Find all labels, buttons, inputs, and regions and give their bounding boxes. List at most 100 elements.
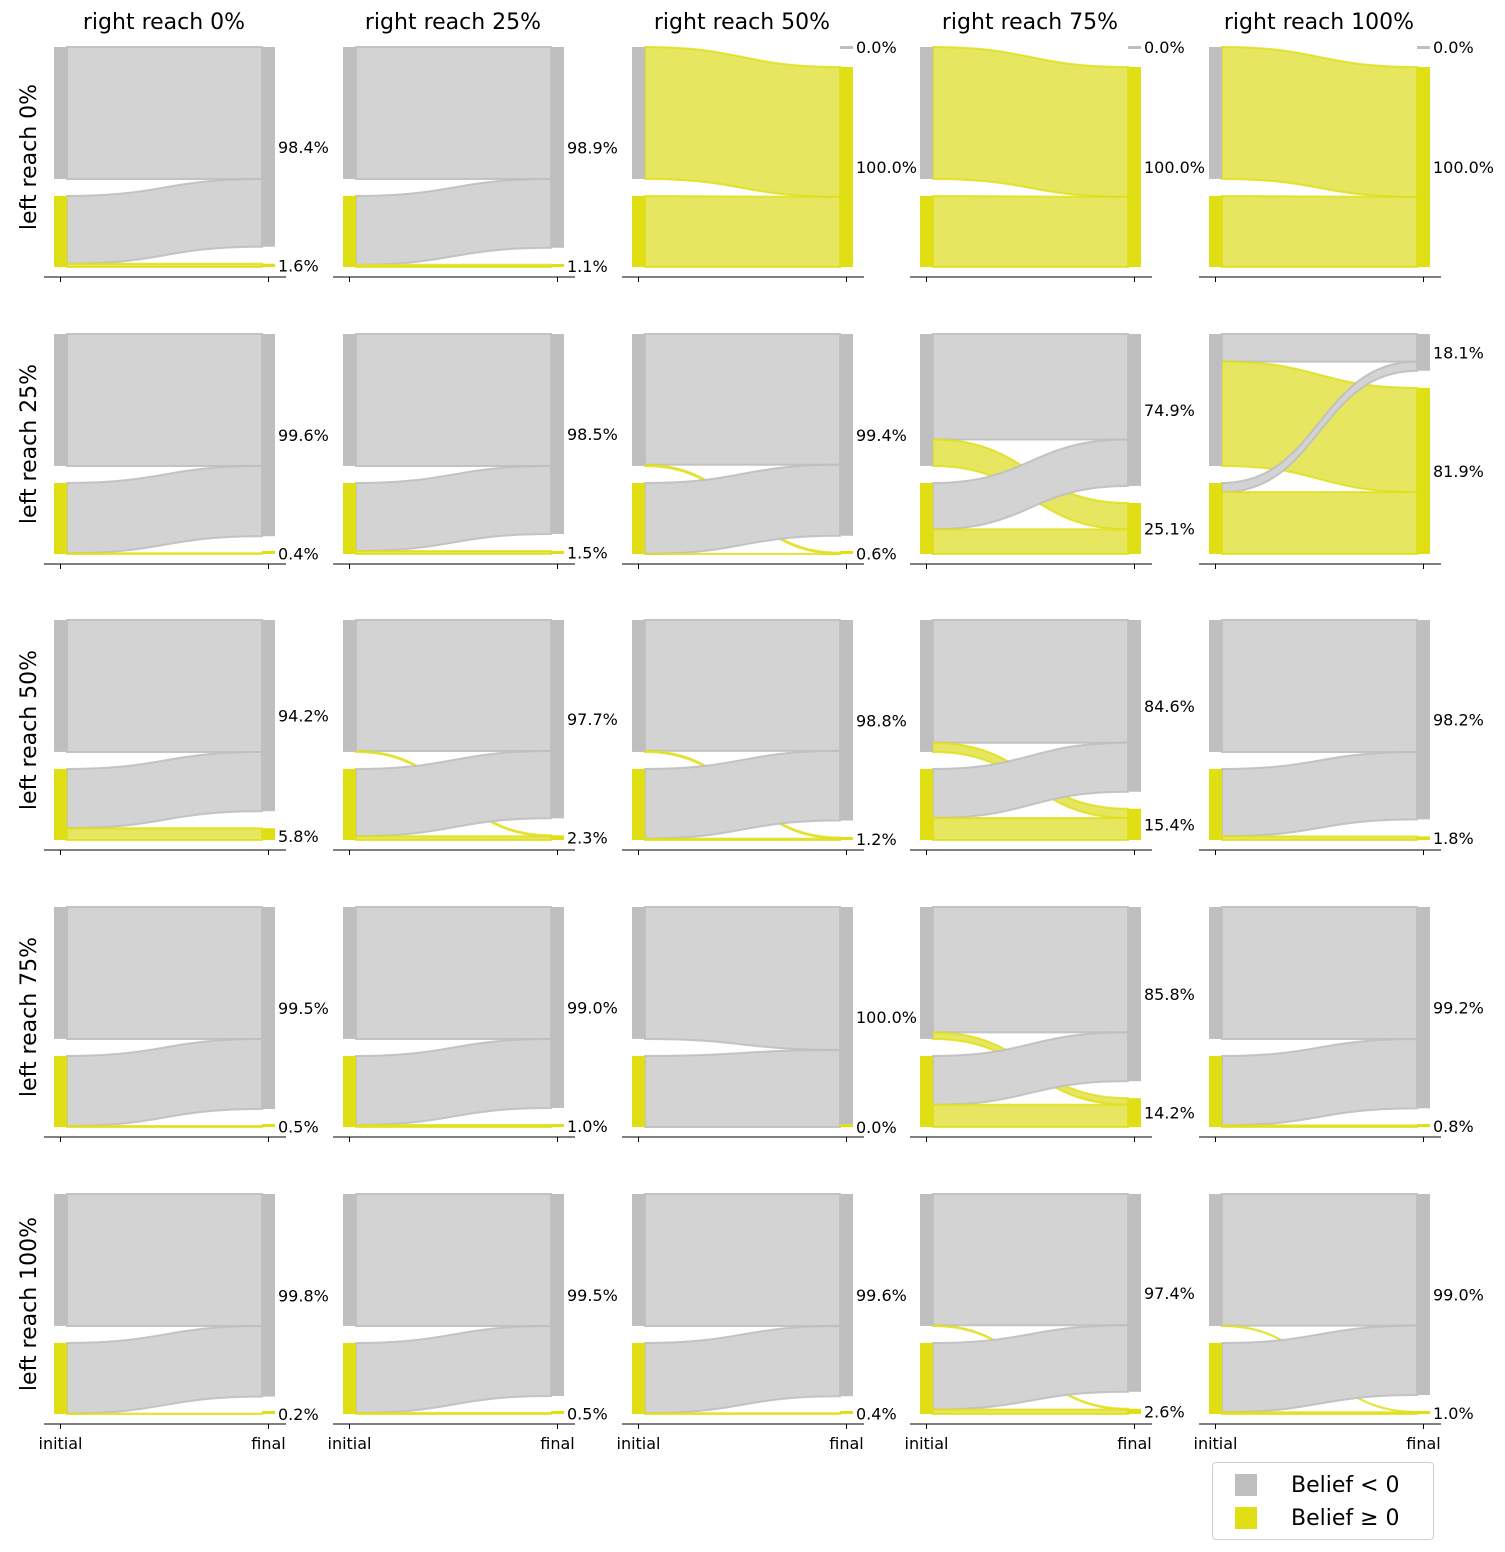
row-title-3: left reach 75% (17, 937, 42, 1097)
flow-neg-to-neg (355, 332, 552, 467)
flow-pos-to-pos (1221, 491, 1418, 556)
node-final-negative (1128, 334, 1141, 486)
node-initial-positive (920, 1342, 933, 1414)
node-initial-negative (1209, 1194, 1222, 1326)
node-initial-positive (54, 768, 67, 840)
final-negative-label: 84.6% (1144, 697, 1195, 716)
node-initial-positive (54, 1055, 67, 1127)
final-positive-label: 0.6% (856, 544, 897, 563)
node-final-positive (262, 263, 275, 267)
flow-neg-to-pos (644, 45, 841, 199)
x-tick-label-final: final (829, 1434, 863, 1453)
flow-pos-to-pos (66, 552, 263, 556)
node-final-negative (840, 907, 853, 1127)
node-final-negative (262, 334, 275, 537)
final-negative-label: 99.4% (856, 426, 907, 445)
flow-pos-to-neg (932, 1031, 1129, 1106)
final-negative-label: 99.5% (278, 999, 329, 1018)
final-positive-label: 100.0% (1433, 158, 1494, 177)
node-final-negative (262, 620, 275, 812)
flow-pos-to-neg (932, 1324, 1129, 1411)
final-negative-label: 99.2% (1433, 999, 1484, 1018)
legend-item-belief-positive: Belief ≥ 0 (1235, 1503, 1400, 1533)
sankey-panel-r4-c2: 99.6% 0.4% initial final (617, 1192, 907, 1453)
final-negative-label: 74.9% (1144, 401, 1195, 420)
flow-pos-to-pos (644, 1412, 841, 1416)
node-final-negative (1417, 907, 1430, 1109)
node-initial-negative (920, 334, 933, 466)
flow-pos-to-pos (644, 837, 841, 842)
node-final-positive (551, 1124, 564, 1127)
node-initial-negative (343, 620, 356, 752)
sankey-panel-r1-c4: 18.1% 81.9% (1199, 332, 1484, 569)
node-final-negative (1128, 620, 1141, 792)
node-initial-negative (54, 47, 67, 179)
node-initial-positive (1209, 195, 1222, 267)
node-final-positive (262, 551, 275, 554)
node-initial-negative (632, 907, 645, 1039)
flow-neg-to-neg (644, 1192, 841, 1327)
sankey-panel-r4-c0: 99.8% 0.2% initial final (39, 1192, 329, 1453)
final-positive-label: 0.4% (278, 545, 319, 564)
final-positive-label: 1.0% (567, 1117, 608, 1136)
final-negative-label: 99.0% (1433, 1286, 1484, 1305)
final-negative-label: 99.0% (567, 998, 618, 1017)
flow-neg-to-neg (1221, 618, 1418, 753)
x-tick-label-final: final (1406, 1434, 1440, 1453)
flow-neg-to-neg (66, 618, 263, 753)
flow-neg-to-neg (355, 618, 552, 753)
node-final-negative (1128, 46, 1141, 49)
final-negative-label: 18.1% (1433, 343, 1484, 362)
legend-label-negative: Belief < 0 (1291, 1472, 1400, 1498)
flow-neg-to-neg (355, 45, 552, 180)
row-title-0: left reach 0% (17, 84, 42, 230)
node-final-negative (840, 620, 853, 821)
node-final-negative (551, 620, 564, 819)
row-title-2: left reach 50% (17, 650, 42, 810)
node-final-positive (1128, 1098, 1141, 1127)
flow-pos-to-pos (932, 528, 1129, 556)
node-initial-negative (632, 47, 645, 179)
final-positive-label: 0.2% (278, 1405, 319, 1424)
sankey-panel-r0-c3: 0.0% 100.0% (910, 38, 1205, 282)
final-positive-label: 0.4% (856, 1405, 897, 1424)
x-tick-label-final: final (540, 1434, 574, 1453)
final-negative-label: 98.5% (567, 425, 618, 444)
sankey-panel-r2-c0: 94.2% 5.8% (44, 618, 329, 855)
sankey-panel-r1-c1: 98.5% 1.5% (333, 332, 618, 569)
sankey-panel-r3-c3: 85.8% 14.2% (910, 905, 1195, 1142)
node-initial-negative (54, 334, 67, 466)
node-initial-positive (920, 1055, 933, 1127)
sankey-panel-r4-c4: 99.0% 1.0% initial final (1194, 1192, 1484, 1453)
flow-pos-to-pos (932, 1408, 1129, 1416)
x-tick-label-initial: initial (905, 1434, 949, 1453)
node-initial-positive (343, 1055, 356, 1127)
node-initial-positive (1209, 1342, 1222, 1414)
final-positive-label: 0.0% (856, 1118, 897, 1137)
final-negative-label: 99.8% (278, 1286, 329, 1305)
column-title-3: right reach 75% (942, 10, 1118, 35)
node-initial-positive (1209, 1055, 1222, 1127)
sankey-panel-r0-c1: 98.9% 1.1% (333, 45, 618, 282)
x-tick-label-initial: initial (617, 1434, 661, 1453)
row-title-1: left reach 25% (17, 364, 42, 524)
node-final-negative (840, 1194, 853, 1397)
node-final-negative (551, 907, 564, 1108)
flow-pos-to-pos (355, 263, 552, 269)
flow-pos-to-pos (355, 1123, 552, 1129)
x-tick-label-initial: initial (39, 1434, 83, 1453)
final-positive-label: 14.2% (1144, 1104, 1195, 1123)
flow-pos-to-neg (1221, 1037, 1418, 1127)
node-final-positive (840, 1124, 853, 1127)
node-initial-positive (54, 195, 67, 267)
node-initial-negative (343, 334, 356, 466)
flow-neg-to-neg (1221, 332, 1418, 363)
node-final-negative (840, 46, 853, 49)
flow-neg-to-neg (66, 1192, 263, 1327)
node-final-positive (840, 837, 853, 840)
node-final-positive (551, 550, 564, 554)
node-initial-positive (343, 482, 356, 554)
flow-neg-to-neg (932, 905, 1129, 1034)
flow-pos-to-neg (644, 1048, 841, 1129)
node-initial-negative (1209, 907, 1222, 1039)
